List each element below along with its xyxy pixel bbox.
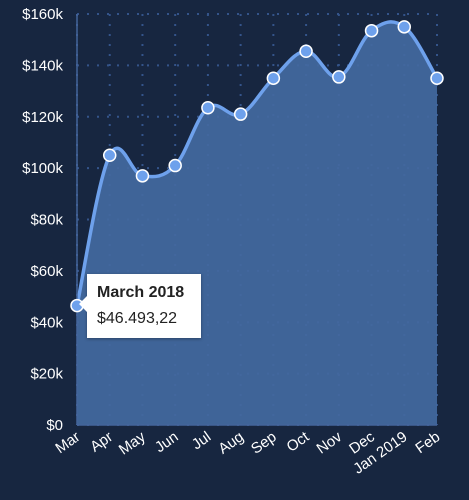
- x-tick-label: Feb: [412, 428, 443, 457]
- y-tick-label: $100k: [22, 160, 63, 177]
- y-tick-label: $0: [46, 417, 63, 434]
- y-tick-label: $120k: [22, 109, 63, 126]
- data-point[interactable]: [102, 148, 117, 163]
- x-tick-label: Oct: [284, 428, 314, 456]
- y-tick-label: $140k: [22, 57, 63, 74]
- data-point[interactable]: [135, 169, 150, 183]
- data-point[interactable]: [397, 20, 412, 34]
- x-tick-label: Nov: [314, 428, 346, 458]
- data-point[interactable]: [266, 71, 281, 85]
- tooltip-value: $46.493,22: [97, 310, 178, 327]
- x-tick-label: Jun: [152, 428, 182, 456]
- y-axis-ticks: $0 $20k $40k $60k $80k $100k $120k $140k $160k: [22, 6, 63, 434]
- y-tick-label: $80k: [30, 212, 63, 229]
- x-tick-label: Apr: [87, 428, 116, 455]
- x-tick-label: Aug: [215, 428, 247, 457]
- area-fill: [77, 21, 437, 425]
- area-layer: [75, 20, 439, 425]
- y-tick-label: $20k: [30, 366, 63, 383]
- data-point[interactable]: [332, 70, 346, 84]
- data-point[interactable]: [201, 101, 215, 115]
- x-tick-label: May: [116, 428, 149, 458]
- data-point[interactable]: [168, 158, 182, 173]
- x-tick-label: Jul: [189, 428, 214, 453]
- y-tick-label: $40k: [30, 314, 63, 331]
- x-tick-label: Sep: [248, 428, 280, 457]
- y-tick-label: $160k: [22, 6, 63, 23]
- data-point[interactable]: [430, 71, 444, 85]
- y-tick-label: $60k: [30, 263, 63, 280]
- axes: [76, 14, 437, 426]
- tooltip-title: March 2018: [97, 284, 185, 301]
- tooltip: March 2018 $46.493,22: [79, 274, 201, 338]
- data-point[interactable]: [233, 107, 248, 121]
- data-point[interactable]: [364, 23, 379, 38]
- data-point[interactable]: [299, 44, 313, 58]
